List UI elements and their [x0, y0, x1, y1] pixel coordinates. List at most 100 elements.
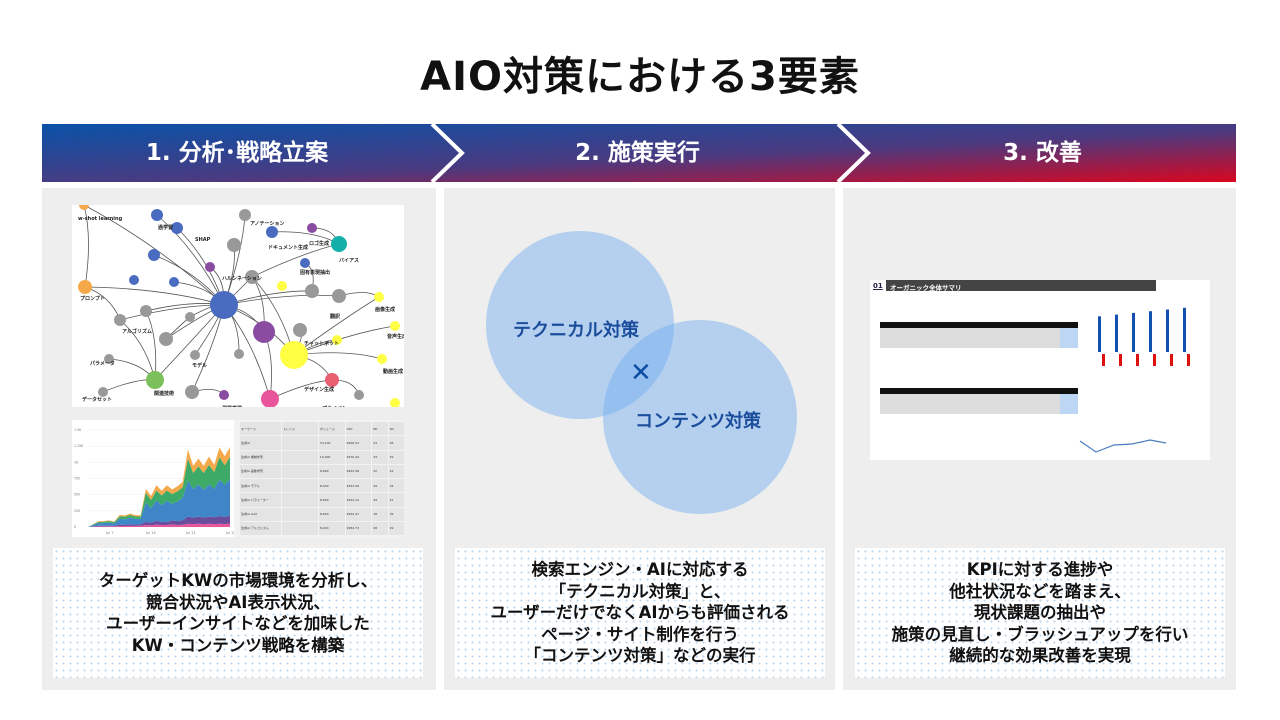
network-edge	[83, 205, 89, 288]
table-cell: 生成AI	[240, 436, 282, 450]
table-cell: ¥276.44	[345, 450, 372, 464]
network-node-label: 動画生成	[383, 368, 403, 375]
table-cell: 生成AI パラメーター	[240, 493, 282, 507]
network-node-label: 過学習	[157, 224, 173, 231]
table-cell: 44	[372, 479, 388, 493]
table-cell: ¥222.12	[345, 493, 372, 507]
network-node	[354, 390, 364, 400]
network-node-label: 深層学習	[222, 405, 242, 407]
network-node-label: デザイン生成	[304, 386, 334, 393]
network-node	[185, 312, 195, 322]
process-arrow-band	[42, 124, 1236, 182]
table-header: SD	[388, 422, 404, 436]
bar-users	[1170, 354, 1173, 366]
report-tables-and-charts	[880, 307, 1190, 453]
table-cell	[282, 521, 318, 535]
step-2-description: 検索エンジン・AIに対応する 「テクニカル対策」と、 ユーザーだけでなくAIから…	[455, 548, 825, 678]
x-tick-label: Jul 7	[105, 531, 114, 535]
table-cell: 8,600	[318, 507, 345, 521]
table-cell	[282, 450, 318, 464]
table-cell: ¥333.28	[345, 479, 372, 493]
network-node-label: 関連技術	[154, 390, 174, 397]
bar-sessions	[1149, 311, 1152, 352]
table-header: PD	[372, 422, 388, 436]
x-tick-label: Jul 21	[185, 531, 196, 535]
table-cell	[282, 507, 318, 521]
network-node	[325, 373, 339, 387]
network-node	[146, 371, 164, 389]
table-cell: 29	[388, 450, 404, 464]
network-node-label: アノテーション	[250, 221, 284, 227]
network-node-label: プライバシー	[322, 405, 352, 407]
area-series	[88, 523, 230, 527]
network-node	[79, 205, 89, 210]
organic-summary-report-image: 01 オーガニック全体サマリ	[870, 280, 1210, 460]
table-cell: 46	[388, 436, 404, 450]
network-node	[293, 323, 307, 337]
table-cell	[282, 436, 318, 450]
table-cell: 8,800	[318, 493, 345, 507]
network-node-label: プロンプト	[80, 295, 105, 302]
network-node-label: ドキュメント生成	[268, 244, 308, 251]
network-node	[78, 280, 92, 294]
table-cell: 生成AI アルゴリズム	[240, 521, 282, 535]
network-node	[205, 262, 215, 272]
table-cell	[282, 493, 318, 507]
table-cell: 33,100	[318, 436, 345, 450]
report-number: 01	[873, 282, 883, 290]
y-tick-label: 500	[74, 493, 80, 497]
table-cell: 10,400	[318, 450, 345, 464]
table-cell	[282, 479, 318, 493]
step-3-label: 3. 改善	[1003, 140, 1082, 166]
table-cell: 34	[388, 479, 404, 493]
table-cell: 42	[388, 464, 404, 478]
bar-sessions	[1098, 316, 1101, 352]
network-node	[331, 236, 347, 252]
network-node	[148, 249, 160, 261]
x-tick-label: Jul 14	[145, 531, 157, 535]
table-cell: ¥284.73	[345, 521, 372, 535]
table-cell: 8,400	[318, 521, 345, 535]
venn-circle-technical	[486, 231, 674, 419]
network-node-label: 音声生成	[387, 333, 404, 340]
bar-users	[1119, 354, 1122, 366]
venn-circle-content	[603, 320, 797, 514]
network-node-label: 翻訳	[330, 313, 341, 320]
x-tick-label: Jul 28	[225, 531, 234, 535]
step-1-label: 1. 分析･戦略立案	[145, 140, 329, 166]
area-series	[88, 515, 230, 527]
network-node	[151, 209, 163, 221]
network-node	[185, 385, 199, 399]
table-cell: 32	[372, 464, 388, 478]
network-node	[280, 341, 308, 369]
network-node	[171, 222, 183, 234]
network-edge	[145, 310, 157, 381]
table-header: トレンド	[282, 422, 318, 436]
network-node	[390, 321, 400, 331]
network-node	[332, 289, 346, 303]
network-node-label: モデル	[192, 362, 207, 369]
network-node-label: SHAP	[195, 237, 211, 243]
keyword-trend-image: 0 250 500 750 1K 1.25K 1.5K Jul 7 Jul 14 Jul 21 Ju…	[72, 420, 404, 537]
table-cell: 8,400	[318, 479, 345, 493]
step-1-description: ターゲットKWの市場環境を分析し、 競合状況やAI表示状況、 ユーザーインサイト…	[53, 548, 423, 678]
table-cell: 23	[372, 436, 388, 450]
bar-users	[1187, 354, 1190, 366]
area-series	[88, 479, 230, 527]
network-node	[261, 390, 279, 407]
network-node	[169, 277, 179, 287]
table-cell	[282, 464, 318, 478]
table-cell: 生成AI LLM	[240, 507, 282, 521]
bar-users	[1102, 354, 1105, 366]
chevron-divider-2	[836, 124, 871, 182]
network-node	[129, 275, 139, 285]
table-cell: 8,800	[318, 464, 345, 478]
table-header: CPC	[345, 422, 372, 436]
network-node	[227, 238, 241, 252]
network-node	[266, 226, 278, 238]
network-node	[307, 223, 317, 233]
cross-icon: ✕	[630, 358, 652, 388]
table-header: キーワード	[240, 422, 282, 436]
bar-users	[1136, 354, 1139, 366]
